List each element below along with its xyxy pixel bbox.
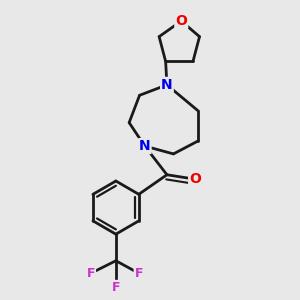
Text: N: N — [139, 139, 151, 153]
Text: N: N — [161, 78, 173, 92]
Text: F: F — [112, 281, 120, 294]
Text: O: O — [175, 14, 187, 28]
Text: O: O — [189, 172, 201, 186]
Text: F: F — [134, 267, 143, 280]
Text: F: F — [87, 267, 95, 280]
